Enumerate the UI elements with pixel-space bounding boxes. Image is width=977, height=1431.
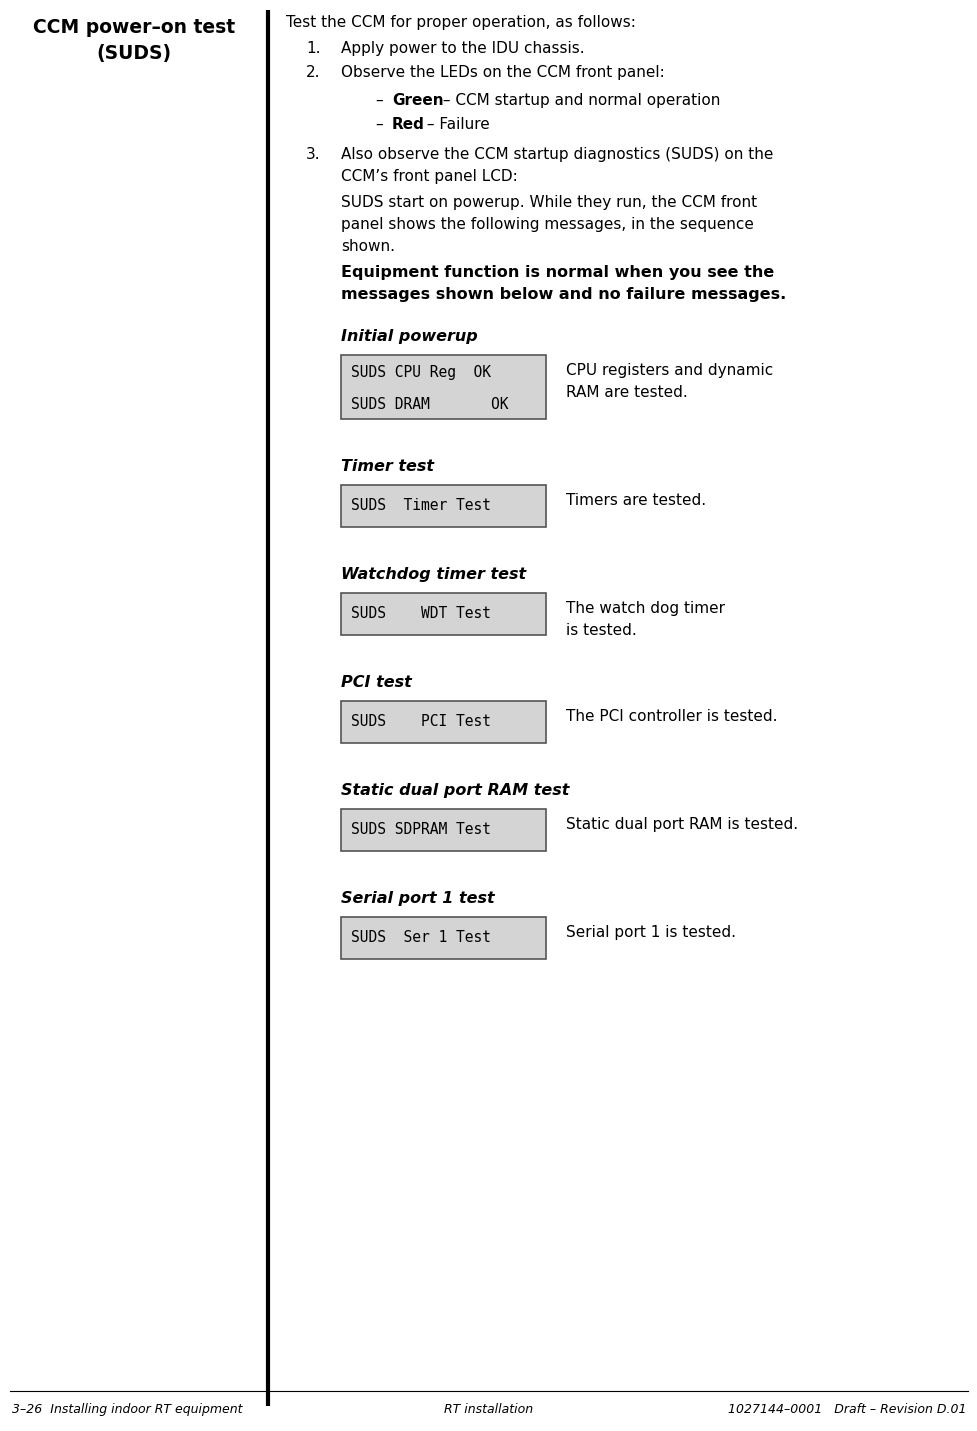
Bar (341, 809, 545, 851)
Text: 1027144–0001   Draft – Revision D.01: 1027144–0001 Draft – Revision D.01 (727, 1402, 965, 1417)
Text: shown.: shown. (341, 239, 395, 253)
Text: Static dual port RAM test: Static dual port RAM test (341, 783, 569, 798)
Text: Serial port 1 is tested.: Serial port 1 is tested. (566, 924, 736, 940)
Text: is tested.: is tested. (566, 622, 636, 638)
Text: Initial powerup: Initial powerup (341, 329, 477, 343)
Text: – CCM startup and normal operation: – CCM startup and normal operation (438, 93, 720, 107)
Text: (SUDS): (SUDS) (97, 44, 171, 63)
Text: Observe the LEDs on the CCM front panel:: Observe the LEDs on the CCM front panel: (341, 64, 664, 80)
Bar (341, 701, 545, 743)
Text: SUDS    WDT Test: SUDS WDT Test (351, 607, 490, 621)
Bar (341, 485, 545, 527)
Text: Watchdog timer test: Watchdog timer test (341, 567, 526, 582)
Text: CCM’s front panel LCD:: CCM’s front panel LCD: (341, 169, 517, 185)
Text: RT installation: RT installation (444, 1402, 533, 1417)
Text: SUDS  Timer Test: SUDS Timer Test (351, 498, 490, 514)
Text: Also observe the CCM startup diagnostics (SUDS) on the: Also observe the CCM startup diagnostics… (341, 147, 773, 162)
Text: panel shows the following messages, in the sequence: panel shows the following messages, in t… (341, 218, 753, 232)
Text: Apply power to the IDU chassis.: Apply power to the IDU chassis. (341, 41, 584, 56)
Text: Green: Green (392, 93, 444, 107)
Text: 2.: 2. (306, 64, 320, 80)
Text: SUDS start on powerup. While they run, the CCM front: SUDS start on powerup. While they run, t… (341, 195, 756, 210)
Text: SUDS SDPRAM Test: SUDS SDPRAM Test (351, 823, 490, 837)
Text: CPU registers and dynamic: CPU registers and dynamic (566, 363, 773, 378)
Text: Test the CCM for proper operation, as follows:: Test the CCM for proper operation, as fo… (285, 14, 635, 30)
Text: –: – (375, 93, 393, 107)
Text: Serial port 1 test: Serial port 1 test (341, 892, 494, 906)
Text: SUDS    PCI Test: SUDS PCI Test (351, 714, 490, 730)
Bar (341, 355, 545, 419)
Text: SUDS  Ser 1 Test: SUDS Ser 1 Test (351, 930, 490, 946)
Text: RAM are tested.: RAM are tested. (566, 385, 687, 401)
Bar (341, 592, 545, 635)
Text: Static dual port RAM is tested.: Static dual port RAM is tested. (566, 817, 797, 831)
Text: SUDS DRAM       OK: SUDS DRAM OK (351, 396, 508, 412)
Text: Timer test: Timer test (341, 459, 434, 474)
Text: 1.: 1. (306, 41, 320, 56)
Text: The PCI controller is tested.: The PCI controller is tested. (566, 708, 777, 724)
Text: 3.: 3. (306, 147, 320, 162)
Text: Red: Red (392, 117, 424, 132)
Text: –: – (375, 117, 393, 132)
Text: Equipment function is normal when you see the: Equipment function is normal when you se… (341, 265, 774, 280)
Text: messages shown below and no failure messages.: messages shown below and no failure mess… (341, 288, 786, 302)
Text: 3–26  Installing indoor RT equipment: 3–26 Installing indoor RT equipment (12, 1402, 242, 1417)
Text: PCI test: PCI test (341, 675, 411, 690)
Text: Timers are tested.: Timers are tested. (566, 494, 705, 508)
Text: CCM power–on test: CCM power–on test (33, 19, 234, 37)
Text: The watch dog timer: The watch dog timer (566, 601, 724, 615)
Bar (341, 917, 545, 959)
Text: – Failure: – Failure (421, 117, 489, 132)
Text: SUDS CPU Reg  OK: SUDS CPU Reg OK (351, 365, 490, 381)
